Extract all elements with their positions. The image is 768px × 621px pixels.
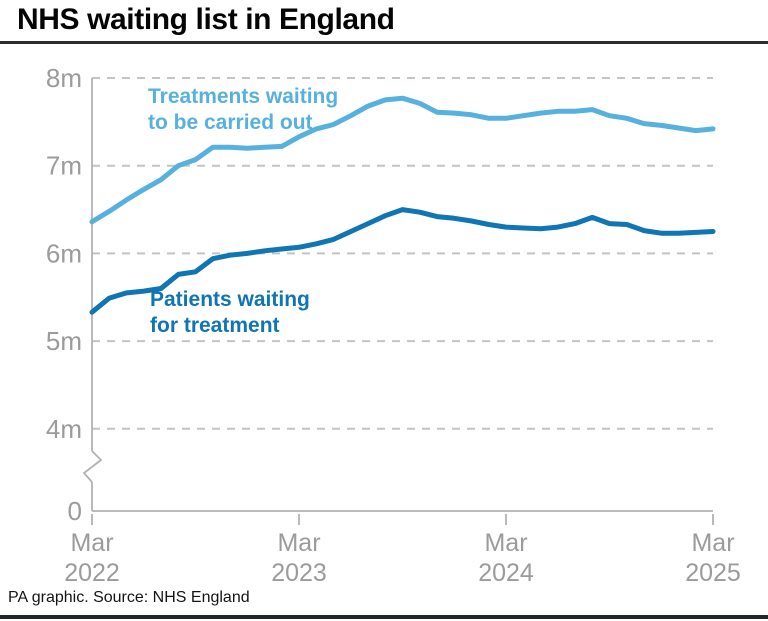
x-tick-label-year-2022: 2022	[64, 559, 120, 587]
legend-treatments: Treatments waiting to be carried out	[148, 84, 338, 136]
y-tick-label-0: 0	[68, 496, 82, 526]
x-tick-label-month-2025: Mar	[691, 529, 734, 557]
page-title: NHS waiting list in England	[17, 3, 395, 36]
source-credit: PA graphic. Source: NHS England	[8, 589, 250, 606]
title-divider	[0, 41, 768, 44]
x-tick-label-month-2022: Mar	[70, 529, 113, 557]
y-tick-label-5m: 5m	[46, 326, 82, 356]
x-tick-label-year-2023: 2023	[271, 559, 327, 587]
series-line-patients	[89, 207, 716, 315]
x-tick-label-year-2025: 2025	[685, 559, 741, 587]
y-tick-label-8m: 8m	[46, 63, 82, 93]
legend-treatments-line1: Treatments waiting	[148, 85, 339, 108]
legend-treatments-line2: to be carried out	[148, 111, 313, 134]
x-tick-label-year-2024: 2024	[478, 559, 534, 587]
legend-patients: Patients waiting for treatment	[150, 287, 310, 339]
series-line-treatments	[89, 95, 716, 225]
y-tick-label-7m: 7m	[46, 151, 82, 181]
legend-patients-line2: for treatment	[150, 314, 280, 337]
y-tick-label-4m: 4m	[46, 414, 82, 444]
y-tick-label-6m: 6m	[46, 238, 82, 268]
bottom-divider	[0, 615, 768, 619]
y-axis-break	[82, 450, 103, 483]
x-tick-label-month-2023: Mar	[277, 529, 320, 557]
x-tick-label-month-2024: Mar	[484, 529, 527, 557]
legend-patients-line1: Patients waiting	[150, 288, 310, 311]
